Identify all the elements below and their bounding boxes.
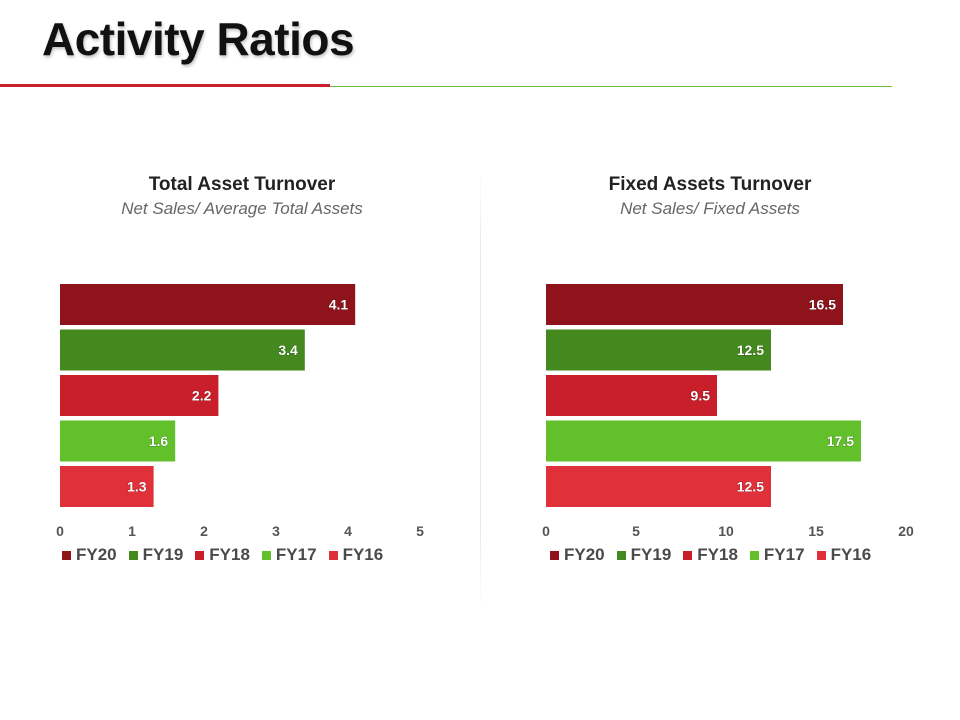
legend-swatch: [616, 550, 626, 560]
x-tick-label: 5: [416, 523, 424, 539]
data-label-fy18: 2.2: [192, 388, 212, 404]
legend-item-fy17: FY17: [261, 545, 317, 565]
legend-item-fy16: FY16: [328, 545, 384, 565]
legend-swatch: [328, 550, 338, 560]
x-tick-label: 1: [128, 523, 136, 539]
page-title: Activity Ratios: [42, 13, 355, 65]
fixed-assets-turnover-chart: Fixed Assets Turnover Net Sales/ Fixed A…: [500, 170, 920, 590]
legend-swatch: [62, 550, 71, 560]
chart-plot: 4.1 3.4 2.2 1.6 1.3 0 1 2 3 4 5: [56, 284, 424, 539]
bar-fy18: [546, 375, 717, 416]
legend-swatch: [195, 550, 205, 560]
data-label-fy19: 3.4: [278, 342, 298, 358]
legend-label: FY19: [142, 545, 184, 564]
x-tick-label: 15: [808, 523, 824, 539]
bar-fy16: [60, 466, 154, 507]
chart-legend: FY20 FY19 FY18 FY17 FY16: [550, 545, 871, 565]
legend-label: FY19: [630, 545, 672, 564]
data-label-fy17: 1.6: [149, 433, 169, 449]
title-underline-green: [330, 86, 892, 87]
x-tick-label: 0: [56, 523, 64, 539]
chart-plot: 16.5 12.5 9.5 17.5 12.5 0 5 10 15 20: [542, 284, 914, 539]
legend-swatch: [550, 550, 559, 560]
bar-fy20: [60, 284, 356, 325]
x-tick-label: 4: [344, 523, 352, 539]
legend-item-fy20: FY20: [62, 545, 117, 565]
bar-fy17: [60, 420, 176, 462]
legend-label: FY17: [763, 545, 805, 564]
data-label-fy20: 16.5: [809, 297, 836, 313]
legend-item-fy18: FY18: [683, 545, 738, 565]
bar-fy20: [546, 284, 843, 325]
legend-swatch: [128, 550, 138, 560]
legend-label: FY16: [342, 545, 384, 564]
bar-fy19: [546, 329, 771, 371]
panel-divider: [480, 170, 481, 610]
bar-fy19: [60, 329, 305, 371]
chart-legend: FY20 FY19 FY18 FY17 FY16: [62, 545, 383, 565]
legend-swatch: [816, 550, 826, 560]
bar-fy16: [546, 466, 771, 507]
x-tick-label: 10: [718, 523, 734, 539]
legend-label: FY16: [830, 545, 872, 564]
chart-subtitle: Net Sales/ Fixed Assets: [620, 199, 800, 218]
bar-fy18: [60, 375, 219, 416]
x-tick-label: 20: [898, 523, 914, 539]
chart-title: Total Asset Turnover: [148, 174, 336, 195]
data-label-fy19: 12.5: [737, 342, 764, 358]
legend-label: FY18: [697, 545, 738, 564]
legend-label: FY20: [76, 545, 117, 564]
legend-item-fy19: FY19: [616, 545, 672, 565]
legend-item-fy16: FY16: [816, 545, 872, 565]
chart-title: Fixed Assets Turnover: [608, 174, 812, 195]
x-tick-label: 5: [632, 523, 640, 539]
total-asset-turnover-chart: Total Asset Turnover Net Sales/ Average …: [32, 170, 452, 590]
title-underline-red: [0, 84, 330, 87]
legend-item-fy19: FY19: [128, 545, 184, 565]
legend-swatch: [683, 550, 693, 560]
x-tick-label: 2: [200, 523, 208, 539]
legend-label: FY17: [275, 545, 317, 564]
x-tick-label: 0: [542, 523, 550, 539]
data-label-fy16: 1.3: [127, 479, 147, 495]
data-label-fy18: 9.5: [691, 388, 711, 404]
legend-item-fy18: FY18: [195, 545, 250, 565]
legend-swatch: [749, 550, 759, 560]
legend-item-fy17: FY17: [749, 545, 805, 565]
legend-item-fy20: FY20: [550, 545, 605, 565]
legend-label: FY18: [209, 545, 250, 564]
chart-subtitle: Net Sales/ Average Total Assets: [121, 199, 363, 218]
legend-swatch: [261, 550, 271, 560]
data-label-fy17: 17.5: [827, 433, 854, 449]
x-tick-label: 3: [272, 523, 280, 539]
legend-label: FY20: [564, 545, 605, 564]
data-label-fy16: 12.5: [737, 479, 764, 495]
bar-fy17: [546, 420, 861, 462]
data-label-fy20: 4.1: [329, 297, 349, 313]
